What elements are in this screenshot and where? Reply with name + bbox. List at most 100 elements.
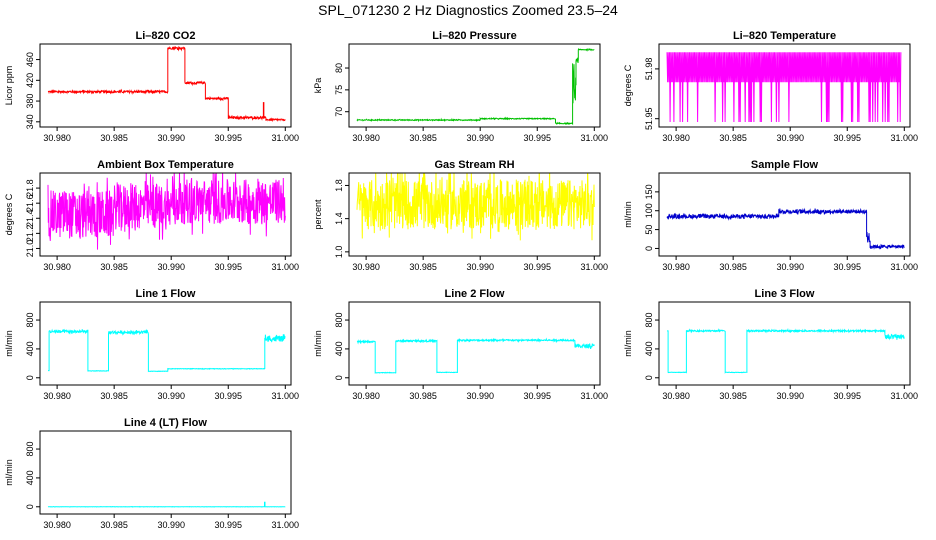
x-tick-label: 30.980 [43,133,71,143]
series-line [47,45,286,123]
y-axis-label: ml/min [313,330,323,357]
y-tick-label: 80 [334,63,344,73]
y-axis-label: kPa [313,78,323,94]
y-tick-label: 1.8 [334,179,344,192]
x-tick-label: 31.000 [272,520,300,530]
plot-frame [39,301,292,386]
series-line [356,47,595,126]
x-tick-label: 30.990 [466,133,494,143]
y-axis-label: percent [313,199,323,230]
series-line [356,337,595,374]
panel-title: Gas Stream RH [434,159,514,171]
x-tick-label: 30.985 [100,520,128,530]
x-tick-label: 30.985 [719,262,747,272]
x-tick-label: 30.995 [214,391,242,401]
panel-7: Line 1 Flow 30.980 30.985 30.990 30.995 31.00… [4,288,299,401]
x-tick-label: 30.995 [214,520,242,530]
y-tick-label: 1.4 [334,212,344,225]
x-tick-label: 30.980 [662,262,690,272]
plot-frame [658,301,911,386]
y-tick-label: 21.6 [25,194,35,212]
x-tick-label: 31.000 [272,391,300,401]
x-tick-label: 30.990 [776,133,804,143]
panel-2: Li–820 Pressure 30.980 30.985 30.990 30.995 3… [313,30,608,143]
x-tick-label: 30.980 [43,520,71,530]
x-tick-label: 31.000 [581,391,609,401]
series-line [666,207,905,250]
y-tick-label: 0 [25,504,35,509]
x-tick-label: 31.000 [581,133,609,143]
panel-title: Ambient Box Temperature [97,159,234,171]
series-line [48,328,286,373]
plot-frame [348,301,601,386]
y-tick-label: 380 [25,94,35,109]
x-tick-label: 30.980 [352,133,380,143]
panel-title: Line 4 (LT) Flow [124,417,207,429]
y-tick-label: 400 [25,470,35,485]
x-tick-label: 30.985 [100,262,128,272]
panel-4: Ambient Box Temperature 30.980 30.985 30.99… [4,159,299,272]
series-line [666,52,902,123]
x-tick-label: 30.990 [157,520,185,530]
y-tick-label: 400 [644,341,654,356]
x-tick-label: 31.000 [891,391,919,401]
y-tick-label: 100 [644,203,654,218]
x-tick-label: 30.980 [352,262,380,272]
x-tick-label: 31.000 [891,133,919,143]
x-tick-label: 30.990 [466,262,494,272]
panel-title: Sample Flow [751,159,819,171]
x-tick-label: 30.990 [157,133,185,143]
y-axis-label: ml/min [623,201,633,228]
x-tick-label: 30.995 [523,262,551,272]
x-tick-label: 30.985 [719,133,747,143]
plot-frame [348,172,601,257]
x-tick-label: 30.985 [719,391,747,401]
x-tick-label: 30.990 [157,262,185,272]
x-tick-label: 31.000 [581,262,609,272]
y-tick-label: 21.8 [25,179,35,197]
y-tick-label: 50 [644,225,654,235]
y-tick-label: 0 [644,375,654,380]
x-tick-label: 30.995 [214,262,242,272]
panel-title: Line 2 Flow [445,288,505,300]
y-tick-label: 800 [334,313,344,328]
x-tick-label: 30.995 [833,133,861,143]
y-axis-label: ml/min [4,459,14,486]
plot-frame [348,43,601,128]
y-tick-label: 460 [25,52,35,67]
panel-title: Li–820 Temperature [733,30,836,42]
x-tick-label: 30.980 [43,262,71,272]
figure-title: SPL_071230 2 Hz Diagnostics Zoomed 23.5–… [318,2,618,18]
y-tick-label: 800 [25,313,35,328]
x-tick-label: 30.985 [409,133,437,143]
panel-10: Line 4 (LT) Flow 30.980 30.985 30.990 30.995… [4,417,299,530]
y-tick-label: 400 [334,341,344,356]
y-tick-label: 75 [334,85,344,95]
plot-frame [39,43,292,128]
y-tick-label: 0 [25,375,35,380]
y-tick-label: 21.0 [25,240,35,258]
y-tick-label: 420 [25,73,35,88]
x-tick-label: 30.980 [662,391,690,401]
y-tick-label: 800 [25,442,35,457]
x-tick-label: 30.980 [662,133,690,143]
plot-frame [658,172,911,257]
panel-9: Line 3 Flow 30.980 30.985 30.990 30.995 31.00… [623,288,918,401]
y-tick-label: 51.95 [644,107,654,130]
y-tick-label: 0 [644,246,654,251]
y-tick-label: 0 [334,375,344,380]
x-tick-label: 30.990 [776,262,804,272]
panel-title: Li–820 CO2 [136,30,196,42]
panel-title: Li–820 Pressure [432,30,516,42]
y-axis-label: ml/min [623,330,633,357]
panel-title: Line 1 Flow [136,288,196,300]
y-tick-label: 1.0 [334,246,344,259]
x-tick-label: 31.000 [272,133,300,143]
series-line [47,173,286,250]
panel-8: Line 2 Flow 30.980 30.985 30.990 30.995 31.00… [313,288,608,401]
y-tick-label: 21.2 [25,225,35,243]
y-tick-label: 800 [644,313,654,328]
x-tick-label: 30.985 [409,391,437,401]
panel-6: Sample Flow 30.980 30.985 30.990 30.995 31.00… [623,159,918,272]
